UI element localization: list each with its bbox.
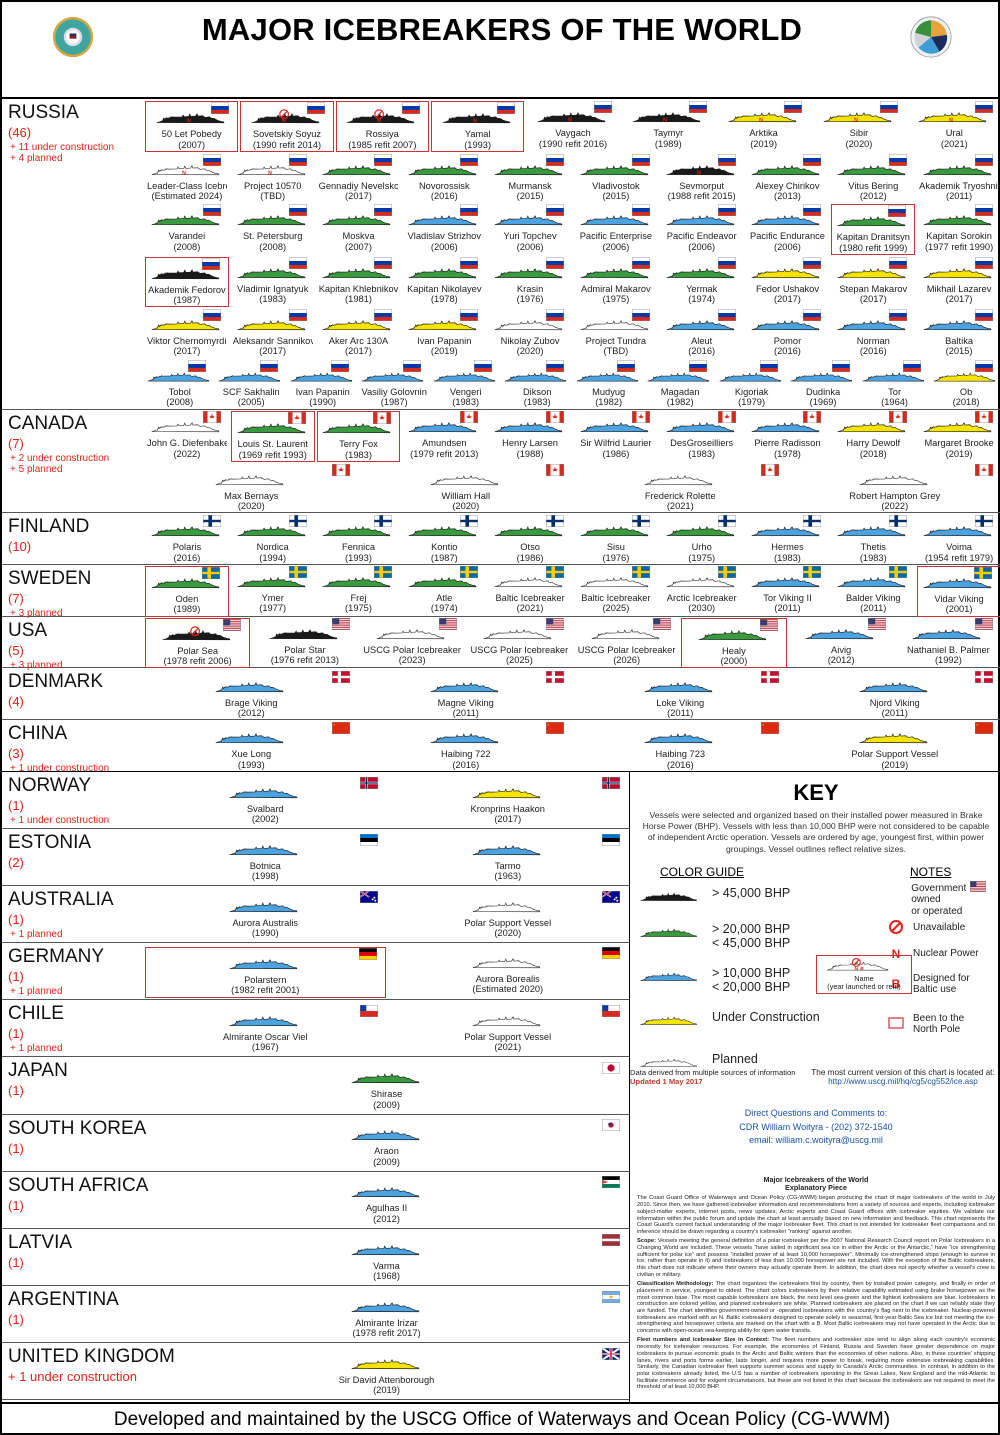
svg-text:N: N [473, 119, 477, 125]
svg-text:N: N [759, 118, 763, 124]
svg-text:N: N [663, 118, 667, 124]
svg-text:N: N [377, 119, 381, 125]
svg-text:N: N [182, 171, 186, 177]
svg-text:N: N [854, 118, 858, 124]
svg-text:N: N [949, 118, 953, 124]
svg-text:N: N [187, 119, 191, 125]
svg-text:N: N [697, 171, 701, 177]
svg-text:N: N [268, 171, 272, 177]
svg-text:N: N [282, 119, 286, 125]
svg-text:N: N [568, 118, 572, 124]
